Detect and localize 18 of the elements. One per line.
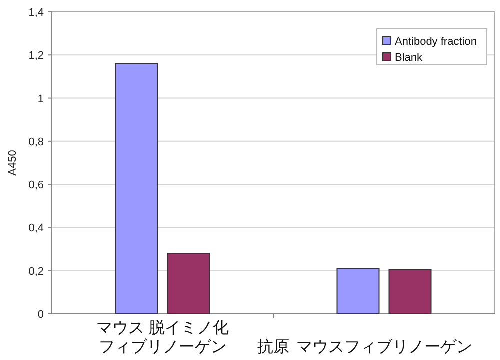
legend-label: Blank [395,52,424,64]
bar [115,63,158,314]
legend-label: Antibody fraction [395,36,477,48]
y-tick-label: 1,4 [28,7,44,19]
y-tick-label: 0,8 [28,136,44,148]
y-tick-label: 1 [38,93,44,106]
y-tick-label: 0 [38,309,44,321]
y-axis-title: A450 [7,150,19,176]
x-tick-label: マウス 脱イミノ化フィブリノーゲン [96,319,229,356]
bar [388,269,432,314]
y-tick-label: 0,6 [28,180,44,192]
y-tick-label: 0,4 [28,222,44,235]
bar [167,253,210,314]
bar [336,268,380,314]
x-tick-label: マウスフィブリノーゲン [296,338,472,356]
y-tick-label: 0,2 [28,266,44,278]
x-axis-title: 抗原 [258,338,290,356]
y-tick-label: 1,2 [28,50,44,62]
